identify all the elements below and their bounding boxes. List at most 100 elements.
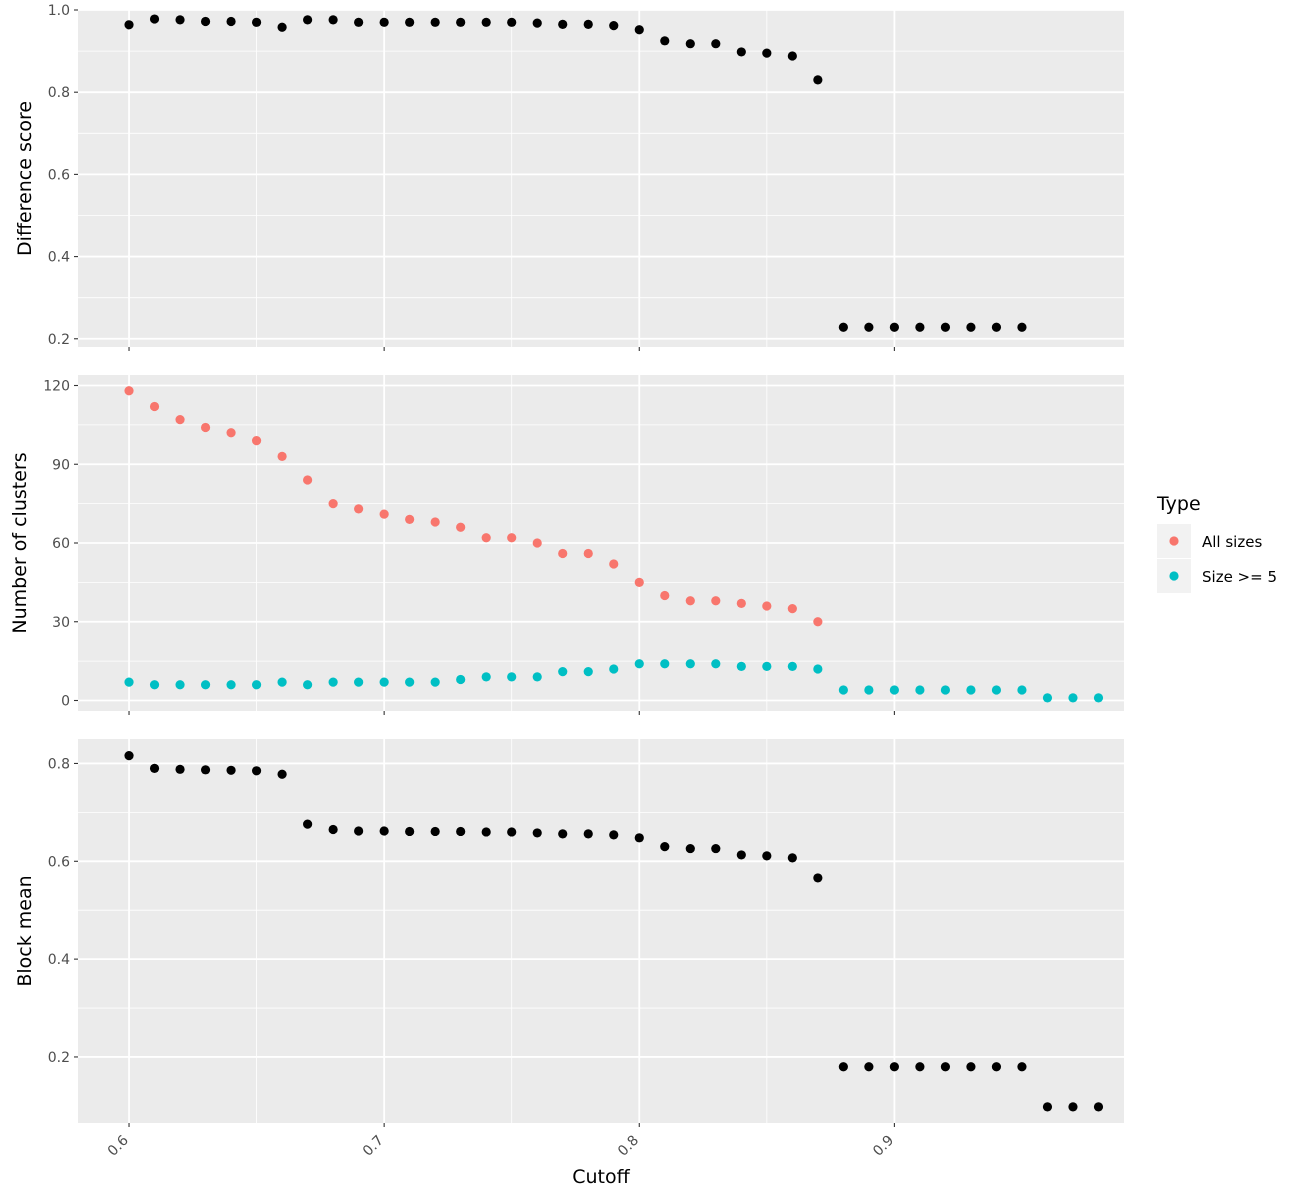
data-point xyxy=(149,14,160,24)
data-point xyxy=(838,685,848,695)
data-point xyxy=(507,17,517,27)
y-tick-label: 90 xyxy=(52,457,70,473)
data-point xyxy=(507,672,517,682)
y-tick-label: 0.8 xyxy=(48,85,70,101)
data-point xyxy=(813,617,823,627)
legend-label-all-sizes: All sizes xyxy=(1202,533,1262,551)
panel-points xyxy=(124,14,1027,332)
data-point xyxy=(251,17,262,27)
data-point xyxy=(354,826,364,836)
data-point xyxy=(558,548,568,559)
data-point xyxy=(609,830,619,840)
panel-grid xyxy=(78,375,1124,711)
legend-key-all-sizes xyxy=(1169,536,1179,546)
data-point xyxy=(609,21,619,31)
data-point xyxy=(303,819,313,829)
data-point xyxy=(736,47,746,57)
data-point xyxy=(354,17,364,27)
data-point xyxy=(328,677,338,687)
data-point xyxy=(1042,1102,1053,1112)
data-point xyxy=(609,664,619,674)
data-point xyxy=(966,322,976,332)
data-point xyxy=(889,322,899,332)
y-tick-label: 0.6 xyxy=(48,854,70,870)
data-point xyxy=(507,533,517,543)
data-point xyxy=(1042,693,1053,703)
data-point xyxy=(251,766,262,776)
data-point xyxy=(1017,685,1027,695)
y-tick-label: 0.4 xyxy=(48,952,70,968)
y-tick-label: 30 xyxy=(52,615,70,631)
data-point xyxy=(685,659,695,669)
data-point xyxy=(124,677,134,687)
data-point xyxy=(634,833,644,843)
y-tick-label: 0.6 xyxy=(48,167,70,183)
data-point xyxy=(1068,1102,1078,1112)
data-point xyxy=(175,764,185,774)
data-point xyxy=(711,659,721,669)
data-point xyxy=(456,17,466,27)
data-point xyxy=(1093,1102,1104,1112)
data-point xyxy=(430,17,440,27)
y-tick-label: 0.8 xyxy=(48,756,70,772)
data-point xyxy=(277,451,287,461)
panel-grid xyxy=(78,739,1124,1123)
x-axis-ticks xyxy=(128,711,895,715)
panel-points xyxy=(124,751,1104,1112)
data-point xyxy=(762,48,772,58)
y-axis-title: Difference score xyxy=(14,101,36,256)
data-point xyxy=(940,685,951,695)
y-axis-title: Block mean xyxy=(14,875,36,986)
data-point xyxy=(940,322,951,332)
y-axis: 0 30 60 90 120 xyxy=(43,379,78,710)
data-point xyxy=(226,680,236,690)
data-point xyxy=(124,386,134,396)
data-point xyxy=(481,533,491,543)
data-point xyxy=(991,685,1002,695)
data-point xyxy=(1093,693,1104,703)
data-point xyxy=(379,826,389,836)
data-point xyxy=(787,853,797,863)
data-point xyxy=(532,672,542,682)
block-mean-panel: 0.20.40.60.8 0.6 0.7 0.8 0.9 Block mean xyxy=(14,739,1124,1160)
data-point xyxy=(251,680,262,690)
y-tick-label: 0.2 xyxy=(48,1050,70,1066)
data-point xyxy=(583,548,593,559)
data-point xyxy=(813,664,823,674)
data-point xyxy=(762,851,772,861)
y-tick-label: 0.4 xyxy=(48,250,70,266)
data-point xyxy=(864,322,874,332)
data-point xyxy=(251,436,262,446)
data-point xyxy=(456,522,466,532)
data-point xyxy=(175,680,185,690)
data-point xyxy=(787,604,797,614)
y-axis: 0.2 0.4 0.6 0.8 xyxy=(48,756,78,1066)
data-point xyxy=(762,661,772,671)
data-point xyxy=(787,661,797,671)
data-point xyxy=(430,677,440,687)
data-point xyxy=(405,17,415,27)
data-point xyxy=(889,1062,899,1072)
data-point xyxy=(532,538,542,548)
data-point xyxy=(379,509,389,519)
data-point xyxy=(200,16,211,27)
data-point xyxy=(991,1062,1002,1072)
data-point xyxy=(660,590,670,601)
legend-title: Type xyxy=(1156,493,1201,515)
data-point xyxy=(940,1062,951,1072)
data-point xyxy=(405,677,415,687)
data-point xyxy=(864,685,874,695)
data-point xyxy=(685,843,695,854)
data-point xyxy=(328,824,338,835)
data-point xyxy=(149,401,160,412)
data-point xyxy=(1068,693,1078,703)
data-point xyxy=(966,685,976,695)
data-point xyxy=(328,15,338,25)
data-point xyxy=(507,827,517,837)
data-point xyxy=(685,596,695,606)
data-point xyxy=(354,677,364,687)
data-point xyxy=(405,514,415,524)
data-point xyxy=(711,596,721,606)
x-axis-ticks xyxy=(128,1123,895,1127)
data-point xyxy=(813,75,823,85)
